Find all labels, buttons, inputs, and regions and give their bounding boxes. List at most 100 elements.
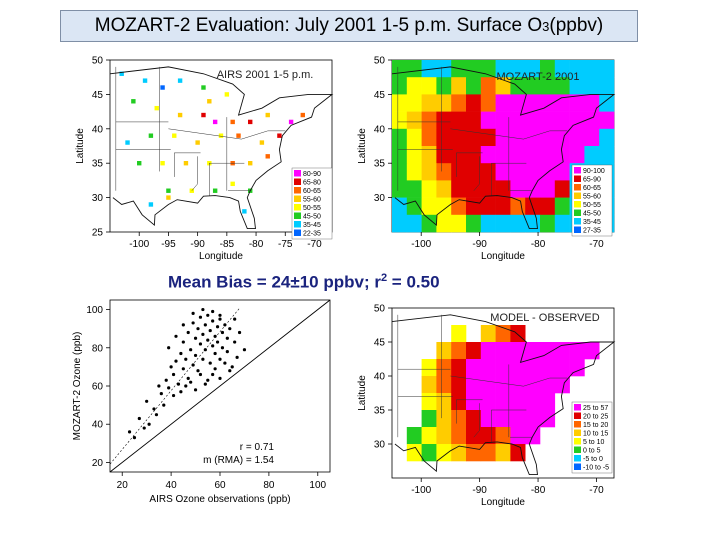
airs-legend-label: 22-35 [303, 231, 321, 238]
bias-grid-cell [436, 342, 452, 360]
mozart-grid-cell [466, 128, 482, 147]
mozart-grid-cell [480, 94, 496, 112]
bias-legend-label: -5 to 0 [583, 456, 603, 463]
mozart-ytick-label: 50 [374, 56, 386, 67]
mozart-grid-cell [584, 94, 600, 112]
airs-legend-label: 55-60 [303, 197, 321, 204]
bias-state-border [456, 399, 483, 424]
scatter-point [191, 311, 195, 315]
mozart-grid-cell [510, 180, 526, 198]
bias-grid-cell [554, 342, 570, 360]
airs-station-point [218, 133, 224, 138]
mozart-grid-cell [569, 111, 585, 130]
mozart-grid-cell [392, 197, 408, 216]
bias-legend-swatch [574, 429, 581, 436]
scatter-point [181, 367, 185, 371]
bias-grid-cell [406, 444, 422, 462]
scatter-ytick-label: 40 [92, 420, 104, 431]
airs-ylabel: Latitude [75, 128, 86, 164]
mozart-grid-cell [392, 77, 408, 95]
bias-legend-swatch [574, 463, 581, 470]
mozart-grid-cell [466, 180, 482, 198]
bias-legend-swatch [574, 404, 581, 411]
bias-grid-cell [525, 393, 541, 411]
bias-grid-cell [495, 359, 511, 377]
mozart-legend-swatch [574, 175, 581, 182]
scatter-point [211, 309, 215, 314]
scatter-point [171, 372, 176, 377]
mozart-state-border [491, 162, 527, 196]
bias-grid-cell [495, 410, 511, 428]
mozart-grid-cell [599, 60, 615, 78]
mozart-grid-cell [406, 146, 422, 164]
mozart-grid-cell [436, 77, 452, 95]
bias-grid-cell [451, 325, 467, 343]
scatter-point [218, 317, 222, 321]
airs-station-point [172, 133, 177, 138]
scatter-point [181, 340, 185, 344]
bias-legend-swatch [574, 455, 581, 462]
airs-station-point [166, 188, 171, 193]
bias-grid-cell [451, 376, 467, 394]
mozart-grid-cell [525, 94, 541, 112]
mozart-grid-cell [436, 180, 452, 198]
mozart-grid-cell [406, 214, 422, 233]
scatter-point [189, 348, 193, 352]
mozart-grid-cell [451, 77, 467, 95]
airs-station-point [212, 188, 218, 193]
mozart-grid-cell [451, 214, 467, 233]
mozart-grid-cell [421, 180, 437, 198]
bias-grid-cell [510, 342, 526, 360]
airs-station-point [242, 209, 247, 214]
airs-state-border [209, 162, 245, 196]
mozart-grid-cell [495, 146, 511, 164]
mozart-grid-cell [569, 94, 585, 112]
bias-grid-cell [436, 427, 452, 445]
main-title-text: MOZART-2 Evaluation: July 2001 1-5 p.m. … [94, 15, 543, 36]
mozart-grid-cell [510, 60, 526, 78]
bias-grid-cell [495, 393, 511, 411]
bias-grid-cell [436, 359, 452, 377]
scatter-point [242, 348, 247, 352]
airs-station-point [277, 133, 282, 138]
mozart-grid-cell [421, 128, 437, 147]
airs-station-point [137, 161, 142, 166]
scatter-point [215, 325, 220, 329]
scatter-point [208, 328, 212, 333]
scatter-ytick-label: 60 [92, 382, 104, 393]
scatter-point [211, 319, 215, 323]
mozart-legend-label: 50-55 [583, 202, 601, 209]
mozart-grid-cell [451, 111, 467, 130]
airs-xtick-label: -85 [220, 239, 235, 250]
mozart-grid-cell [495, 60, 511, 78]
mozart-grid-cell [436, 60, 452, 78]
mozart-grid-cell [525, 146, 541, 164]
scatter-point [220, 330, 225, 335]
bias-grid-cell [451, 393, 467, 411]
scatter-point [220, 346, 225, 350]
scatter-point [198, 315, 203, 319]
airs-legend-label: 80-90 [303, 171, 321, 178]
bias-grid-cell [525, 359, 541, 377]
bias-grid-cell [525, 376, 541, 394]
airs-station-point [212, 119, 218, 125]
mozart-grid-cell [480, 128, 496, 147]
scatter-point [152, 407, 156, 411]
mozart-ytick-label: 40 [374, 124, 386, 135]
scatter-r-value: r = 0.71 [240, 442, 275, 453]
bias-grid-cell [436, 410, 452, 428]
bias-grid-cell [466, 444, 482, 462]
mozart-grid-cell [569, 128, 585, 147]
bias-grid-cell [540, 410, 556, 428]
scatter-point [132, 436, 137, 440]
mozart-grid-cell [406, 163, 422, 181]
bias-grid-cell [495, 427, 511, 445]
mozart-legend-label: 45-50 [583, 211, 601, 218]
scatter-point [223, 323, 227, 327]
mozart-grid-cell [540, 128, 556, 147]
airs-ytick-label: 50 [92, 56, 104, 67]
bias-grid-cell [421, 376, 437, 394]
mozart-grid-cell [392, 94, 408, 112]
scatter-point [145, 399, 149, 403]
bias-grid-cell [451, 410, 467, 428]
